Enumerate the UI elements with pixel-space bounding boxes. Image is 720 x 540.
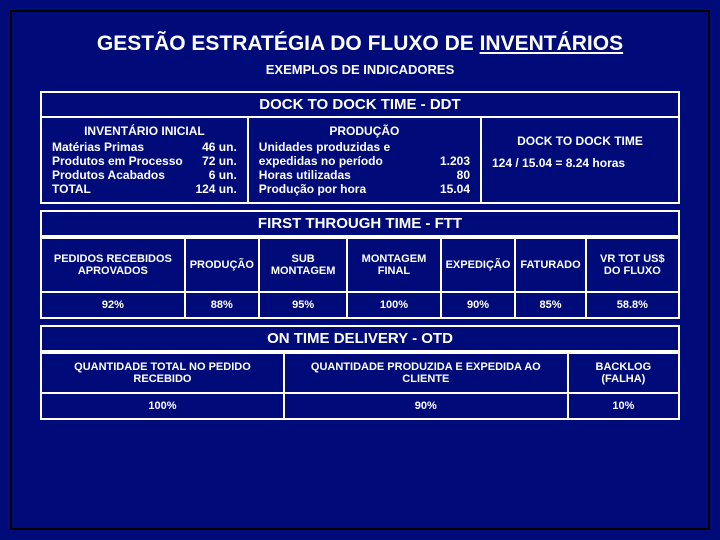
prod-label: expedidas no período xyxy=(259,154,383,168)
ftt-value: 85% xyxy=(515,292,585,318)
prod-label: Produção por hora xyxy=(259,182,366,196)
ddt-header: DOCK TO DOCK TIME - DDT xyxy=(40,91,680,118)
production-row: expedidas no período 1.203 xyxy=(259,154,470,168)
subtitle: EXEMPLOS DE INDICADORES xyxy=(40,62,680,77)
inv-label: Produtos em Processo xyxy=(52,154,183,168)
result-heading: DOCK TO DOCK TIME xyxy=(492,134,668,148)
inv-label: TOTAL xyxy=(52,182,91,196)
ftt-col-header: MONTAGEM FINAL xyxy=(347,238,440,292)
ddt-production-col: PRODUÇÃO Unidades produzidas e expedidas… xyxy=(249,118,482,202)
otd-col-header: BACKLOG (FALHA) xyxy=(568,353,679,393)
otd-value: 10% xyxy=(568,393,679,419)
ftt-header: FIRST THROUGH TIME - FTT xyxy=(40,210,680,237)
otd-col-header: QUANTIDADE TOTAL NO PEDIDO RECEBIDO xyxy=(41,353,284,393)
inv-value: 124 un. xyxy=(189,182,236,196)
ftt-col-header: EXPEDIÇÃO xyxy=(441,238,516,292)
prod-label: Horas utilizadas xyxy=(259,168,351,182)
title-underlined: INVENTÁRIOS xyxy=(480,32,624,55)
ftt-value: 88% xyxy=(185,292,259,318)
production-row: Unidades produzidas e xyxy=(259,140,470,154)
inventory-row: Produtos em Processo 72 un. xyxy=(52,154,237,168)
slide: GESTÃO ESTRATÉGIA DO FLUXO DE INVENTÁRIO… xyxy=(10,10,710,530)
ftt-value-row: 92% 88% 95% 100% 90% 85% 58.8% xyxy=(41,292,679,318)
ftt-col-header: PEDIDOS RECEBIDOS APROVADOS xyxy=(41,238,185,292)
production-row: Horas utilizadas 80 xyxy=(259,168,470,182)
prod-label: Unidades produzidas e xyxy=(259,140,390,154)
inv-label: Matérias Primas xyxy=(52,140,144,154)
production-heading: PRODUÇÃO xyxy=(259,124,470,138)
production-row: Produção por hora 15.04 xyxy=(259,182,470,196)
inv-value: 46 un. xyxy=(196,140,237,154)
otd-header: ON TIME DELIVERY - OTD xyxy=(40,325,680,352)
ftt-col-header: VR TOT US$ DO FLUXO xyxy=(586,238,679,292)
result-calc: 124 / 15.04 = 8.24 horas xyxy=(492,156,668,170)
prod-value: 1.203 xyxy=(434,154,470,168)
otd-col-header: QUANTIDADE PRODUZIDA E EXPEDIDA AO CLIEN… xyxy=(284,353,568,393)
ddt-inventory-col: INVENTÁRIO INICIAL Matérias Primas 46 un.… xyxy=(42,118,249,202)
ftt-value: 95% xyxy=(259,292,347,318)
ftt-value: 92% xyxy=(41,292,185,318)
inv-label: Produtos Acabados xyxy=(52,168,165,182)
prod-value: 80 xyxy=(451,168,470,182)
otd-value: 100% xyxy=(41,393,284,419)
ftt-col-header: SUB MONTAGEM xyxy=(259,238,347,292)
ftt-col-header: FATURADO xyxy=(515,238,585,292)
ftt-value: 90% xyxy=(441,292,516,318)
ftt-value: 100% xyxy=(347,292,440,318)
ftt-header-row: PEDIDOS RECEBIDOS APROVADOS PRODUÇÃO SUB… xyxy=(41,238,679,292)
title-prefix: GESTÃO ESTRATÉGIA DO FLUXO DE xyxy=(97,32,480,55)
ddt-result-col: DOCK TO DOCK TIME 124 / 15.04 = 8.24 hor… xyxy=(482,118,678,202)
prod-value: 15.04 xyxy=(434,182,470,196)
ftt-table: PEDIDOS RECEBIDOS APROVADOS PRODUÇÃO SUB… xyxy=(40,237,680,319)
otd-table: QUANTIDADE TOTAL NO PEDIDO RECEBIDO QUAN… xyxy=(40,352,680,420)
inv-value: 72 un. xyxy=(196,154,237,168)
prod-value xyxy=(464,140,470,154)
ftt-col-header: PRODUÇÃO xyxy=(185,238,259,292)
inventory-row: TOTAL 124 un. xyxy=(52,182,237,196)
inventory-row: Produtos Acabados 6 un. xyxy=(52,168,237,182)
inv-value: 6 un. xyxy=(203,168,237,182)
inventory-heading: INVENTÁRIO INICIAL xyxy=(52,124,237,138)
otd-header-row: QUANTIDADE TOTAL NO PEDIDO RECEBIDO QUAN… xyxy=(41,353,679,393)
otd-value: 90% xyxy=(284,393,568,419)
ftt-value: 58.8% xyxy=(586,292,679,318)
inventory-row: Matérias Primas 46 un. xyxy=(52,140,237,154)
otd-value-row: 100% 90% 10% xyxy=(41,393,679,419)
ddt-body: INVENTÁRIO INICIAL Matérias Primas 46 un.… xyxy=(40,118,680,204)
main-title: GESTÃO ESTRATÉGIA DO FLUXO DE INVENTÁRIO… xyxy=(40,32,680,56)
